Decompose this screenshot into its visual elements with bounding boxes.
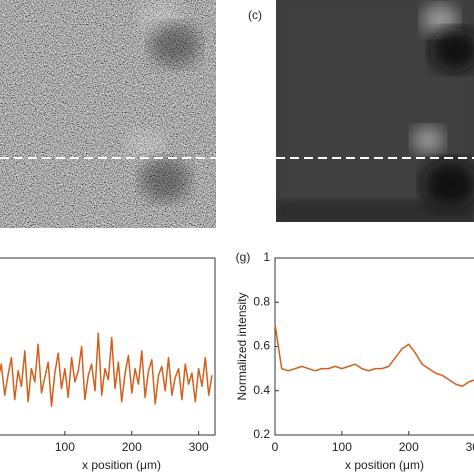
- x-tick-label: 100: [55, 440, 75, 454]
- y-tick-label: 0.8: [253, 294, 270, 308]
- x-tick-label: 300: [189, 440, 209, 454]
- y-tick-label: 1: [263, 250, 270, 264]
- data-line: [274, 324, 474, 388]
- x-axis-label: x position (μm): [82, 458, 161, 472]
- line-chart: 0 100 200 300 0.2 0.4 0.6 0.8 1 x position (μm) No…: [235, 250, 474, 472]
- x-axis-label: x position (μm): [345, 458, 424, 472]
- data-line: [0, 332, 213, 407]
- y-tick-label: 0.4: [253, 383, 270, 397]
- y-axis-label: Normalized intensity: [235, 292, 249, 400]
- x-tick-label: 100: [332, 440, 352, 454]
- panel-label: (c): [248, 8, 262, 22]
- noisy-image: [0, 0, 216, 228]
- filtered-image: [276, 0, 474, 222]
- y-tick-label: 0.6: [253, 339, 270, 353]
- plot-frame: [274, 257, 474, 436]
- line-chart: 100 200 300 x position (μm): [0, 257, 216, 472]
- panel-label: (g): [236, 250, 251, 264]
- x-tick-label: 200: [399, 440, 419, 454]
- x-tick-label: 300: [466, 440, 474, 454]
- y-tick-label: 0.2: [253, 427, 270, 441]
- plot-frame: [0, 257, 216, 436]
- x-tick-label: 0: [272, 440, 279, 454]
- x-tick-label: 200: [122, 440, 142, 454]
